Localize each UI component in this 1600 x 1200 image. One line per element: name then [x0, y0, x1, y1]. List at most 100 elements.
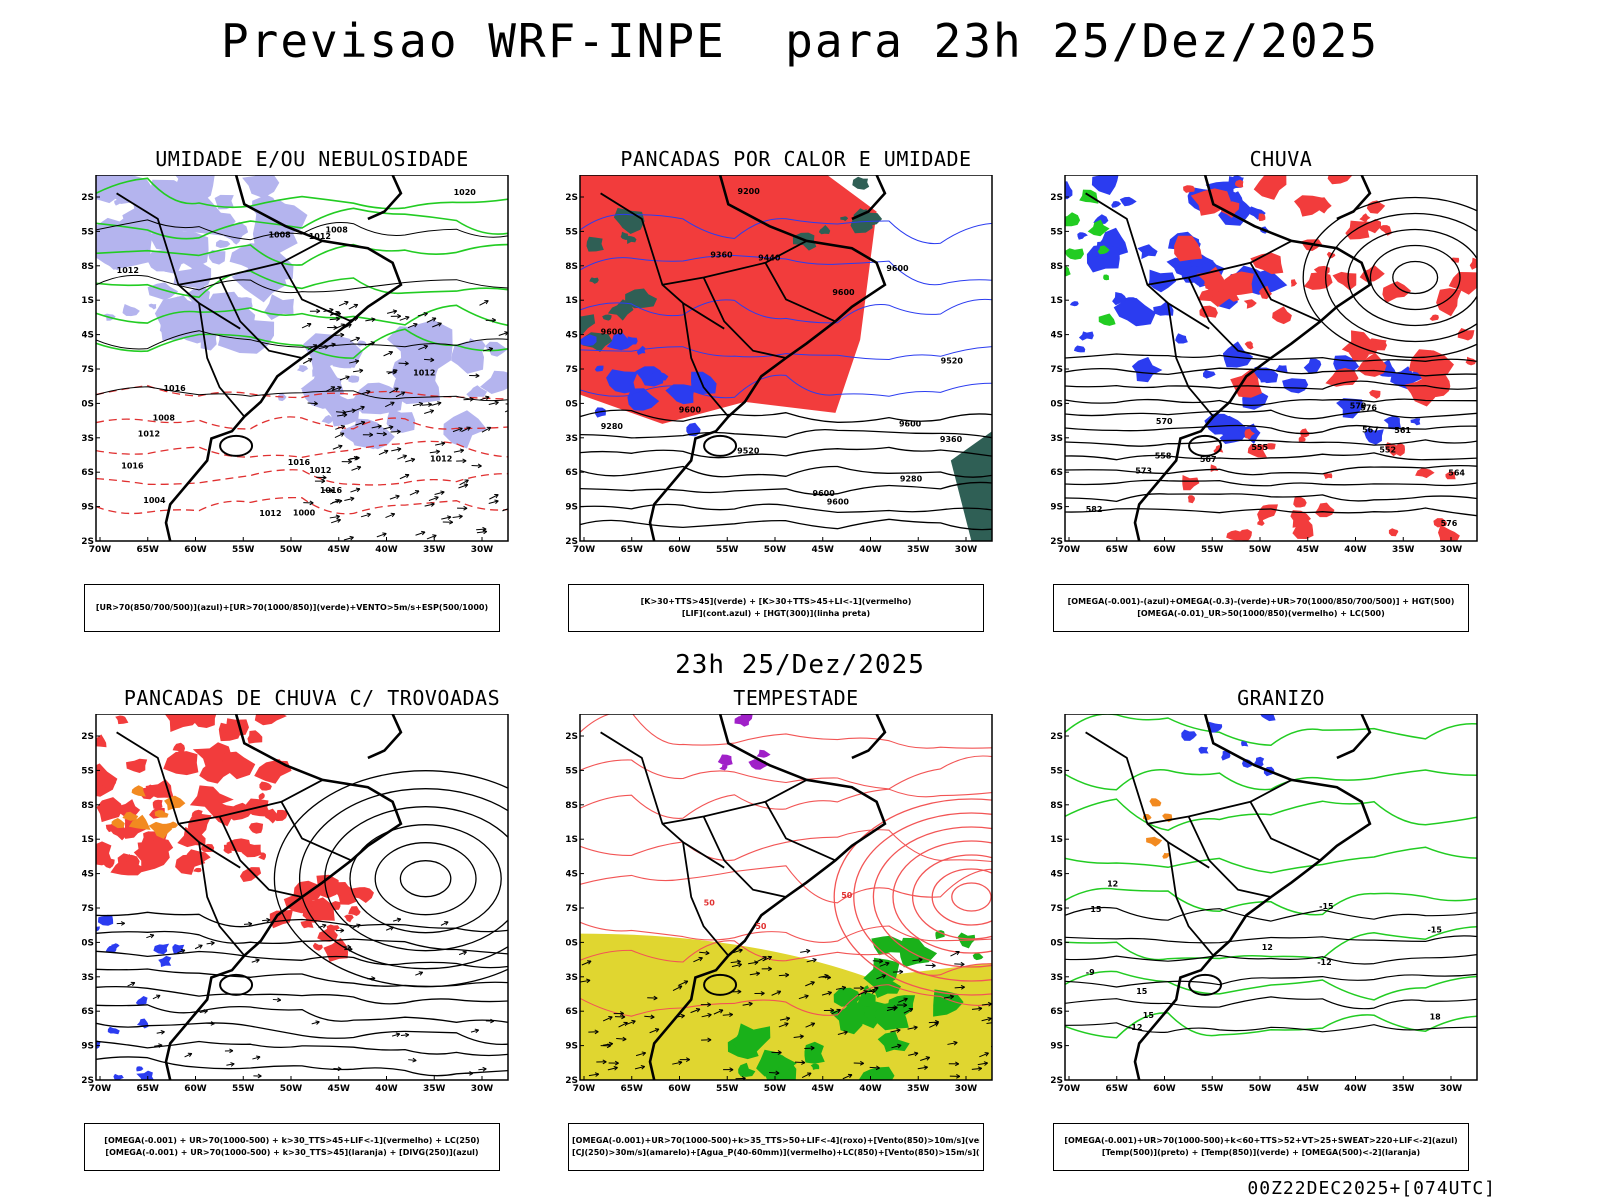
wind-vector-head — [462, 458, 467, 464]
wind-vector-head — [382, 431, 387, 437]
wind-vector-head — [464, 479, 469, 484]
lon-label: 60W — [1153, 545, 1176, 555]
wind-vector-head — [608, 1016, 613, 1021]
shaded-area — [204, 291, 256, 338]
wind-vector-head — [255, 958, 260, 964]
shaded-area — [386, 408, 416, 433]
coastline — [648, 714, 887, 1080]
wind-vector-head — [256, 1055, 261, 1060]
lat-label: 42S — [1051, 537, 1063, 547]
wind-vector — [412, 402, 423, 407]
contour-line — [580, 714, 992, 749]
shaded-area — [154, 810, 169, 818]
shaded-area — [1260, 373, 1270, 383]
shaded-area — [122, 304, 140, 317]
lon-label: 30W — [955, 545, 978, 555]
shaded-area — [857, 992, 876, 1008]
shaded-area — [356, 340, 367, 347]
contour-label: -15 — [1319, 902, 1334, 911]
lat-label: 33S — [1051, 434, 1063, 444]
wind-vector-head — [956, 1073, 961, 1079]
lat-label: 30S — [1051, 938, 1063, 948]
wind-vector-head — [810, 1022, 816, 1027]
closed-contour — [853, 812, 992, 982]
contour-label: 567 — [1200, 455, 1217, 464]
contour-label: 582 — [1086, 505, 1103, 514]
closed-contour — [931, 868, 992, 926]
lat-label: 36S — [1051, 1007, 1063, 1017]
wind-vector — [837, 1031, 848, 1035]
wind-vector-head — [440, 490, 445, 496]
wind-vector — [580, 979, 591, 983]
shaded-area — [264, 294, 294, 320]
wind-vector — [251, 959, 260, 963]
shaded-area — [1410, 418, 1421, 426]
wind-vector-head — [474, 1028, 480, 1034]
contour-line — [580, 428, 992, 439]
shaded-area — [115, 715, 129, 725]
wind-vector-head — [347, 459, 352, 465]
wind-vector — [470, 1029, 479, 1033]
wind-vector-head — [486, 426, 492, 432]
lon-label: 30W — [471, 1084, 494, 1094]
wind-vector-head — [748, 1001, 753, 1007]
wind-vector — [482, 347, 493, 352]
contour-line — [1065, 887, 1477, 916]
wind-vector-head — [423, 311, 428, 317]
shaded-area — [1275, 365, 1288, 373]
contour-line — [1065, 906, 1477, 922]
contour-label: 9600 — [832, 288, 855, 297]
shaded-area — [254, 714, 287, 726]
closed-contour — [833, 798, 992, 996]
contour-line — [96, 469, 508, 486]
wind-vector-head — [913, 1051, 919, 1057]
shaded-area — [1149, 798, 1162, 807]
wind-vector-head — [650, 1014, 655, 1020]
wind-vector — [156, 1031, 165, 1034]
wind-vector-head — [871, 989, 876, 994]
coastline — [367, 175, 403, 221]
wind-vector-head — [892, 1006, 897, 1012]
wind-vector — [452, 427, 463, 433]
lon-label: 45W — [328, 1084, 351, 1094]
wind-vector-head — [437, 322, 442, 327]
wind-vector — [360, 390, 371, 395]
contour-label: 1012 — [413, 368, 435, 377]
shaded-area — [230, 238, 241, 245]
lon-label: 65W — [1106, 545, 1129, 555]
lon-label: 40W — [1344, 545, 1367, 555]
lon-label: 70W — [573, 1084, 596, 1094]
lon-label: 45W — [1297, 1084, 1320, 1094]
closed-contour — [1392, 260, 1439, 295]
shaded-area — [738, 1062, 756, 1077]
shaded-area — [1300, 428, 1310, 438]
shaded-area — [1079, 189, 1099, 204]
lat-label: 27S — [1051, 365, 1063, 375]
shaded-area — [113, 1073, 124, 1080]
shaded-area — [1375, 340, 1387, 349]
contour-label: 1008 — [268, 230, 291, 239]
shaded-area — [158, 955, 172, 967]
wind-vector-head — [482, 1066, 487, 1072]
shaded-area — [606, 332, 635, 351]
coastline — [164, 714, 403, 1080]
wind-vector-head — [738, 948, 743, 953]
wind-vector-head — [613, 1065, 618, 1071]
contour-label: 9600 — [899, 420, 922, 429]
shaded-area — [484, 341, 508, 357]
panel-chuva: CHUVA 582 576 579 576 573 570 567 564 561 558 555 5… — [1051, 147, 1551, 632]
closed-contour — [1302, 196, 1477, 359]
lon-label: 30W — [1440, 545, 1463, 555]
shaded-area — [586, 236, 604, 252]
wind-vector — [332, 445, 343, 450]
lon-label: 40W — [375, 1084, 398, 1094]
wind-vector-head — [431, 317, 437, 322]
uruguay-outline — [703, 434, 738, 457]
shaded-area — [1221, 271, 1254, 296]
lat-label: 42S — [82, 1076, 94, 1086]
shaded-area — [199, 761, 233, 784]
state-border — [198, 841, 245, 957]
wind-vector-head — [158, 1043, 163, 1048]
wind-vector-head — [435, 449, 440, 455]
